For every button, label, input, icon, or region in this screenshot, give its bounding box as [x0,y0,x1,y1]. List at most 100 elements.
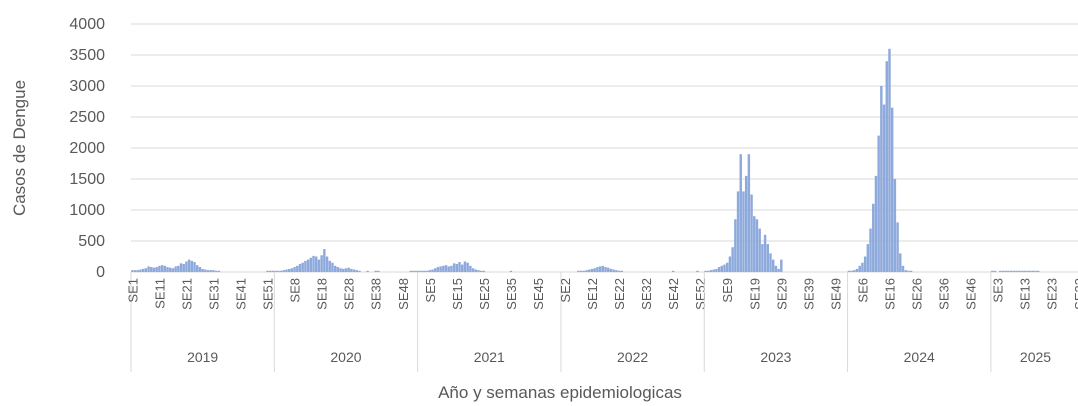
group-label: 2022 [617,349,648,365]
bar [182,263,185,272]
bar [991,270,994,272]
bar [899,253,902,272]
x-tick-label: SE2 [558,278,573,303]
bar [617,270,621,272]
bar [774,265,778,272]
bar [174,266,177,272]
bar [874,175,878,272]
bar [577,270,580,272]
bar [744,175,748,272]
bar [271,270,275,272]
bar [780,259,783,272]
bar [715,268,718,272]
x-tick-label: SE48 [396,278,411,310]
bar [425,270,429,272]
bar [601,265,605,272]
x-tick-label: SE31 [206,278,221,310]
bar [604,267,607,272]
bar [450,265,453,272]
bar [477,270,480,272]
bar [753,216,756,272]
bar [455,263,459,272]
bar [882,104,886,272]
bar [417,270,421,272]
bar [734,219,737,272]
bar [290,268,294,272]
x-tick-label: SE25 [477,278,492,310]
x-tick-label: SE21 [179,278,194,310]
bar [428,270,432,272]
bar [309,257,313,272]
x-tick-label: SE45 [531,278,546,310]
bar [168,267,172,272]
bar [141,268,145,272]
bar [298,263,302,272]
bar [750,194,753,272]
bar [190,260,194,272]
bar [726,262,729,272]
bar [596,267,599,272]
bar [855,268,859,272]
bar [282,270,285,272]
y-tick-label: 3500 [69,47,105,64]
bar [342,268,345,272]
bar [469,265,472,272]
bar [598,266,602,272]
bar [336,267,340,272]
bar [585,270,588,272]
x-tick-label: SE52 [693,278,708,310]
bar [758,228,761,272]
bar [869,228,872,272]
bar [877,135,880,272]
bar [720,265,724,272]
x-tick-label: SE26 [910,278,925,310]
bar [304,260,307,272]
bar [904,270,907,272]
bar [728,256,732,272]
bar [707,270,710,272]
bar [358,270,361,272]
y-tick-label: 4000 [69,16,105,33]
bar [479,270,483,272]
bar [287,268,291,272]
x-tick-label: SE15 [450,278,465,310]
x-tick-label: SE49 [828,278,843,310]
bar [1034,270,1037,272]
bar [344,268,348,272]
bar [366,270,369,272]
bar [293,267,296,272]
bar [139,269,142,272]
x-tick-label: SE41 [234,278,249,310]
bar [163,265,167,272]
bar [333,265,337,272]
bar [1004,270,1007,272]
bar [893,179,897,272]
bar [266,270,269,272]
bar [198,267,202,272]
bar [463,261,467,272]
bar [863,256,867,272]
x-tick-label: SE39 [801,278,816,310]
bar [717,267,721,272]
bar [436,267,440,272]
bar [177,265,180,272]
bar [155,267,158,272]
bar [442,265,445,272]
group-label: 2023 [760,349,791,365]
y-tick-label: 1000 [69,202,105,219]
bar [901,265,905,272]
bar [217,270,221,272]
bar [588,269,591,272]
bar [423,270,426,272]
bar [1018,270,1021,272]
bar [709,270,713,272]
bar [350,268,353,272]
bar [872,203,875,272]
bar [1020,270,1024,272]
bar [269,270,272,272]
group-label: 2021 [474,349,505,365]
bar [209,270,212,272]
bar [461,264,464,272]
bar [593,268,596,272]
bar [847,270,851,272]
